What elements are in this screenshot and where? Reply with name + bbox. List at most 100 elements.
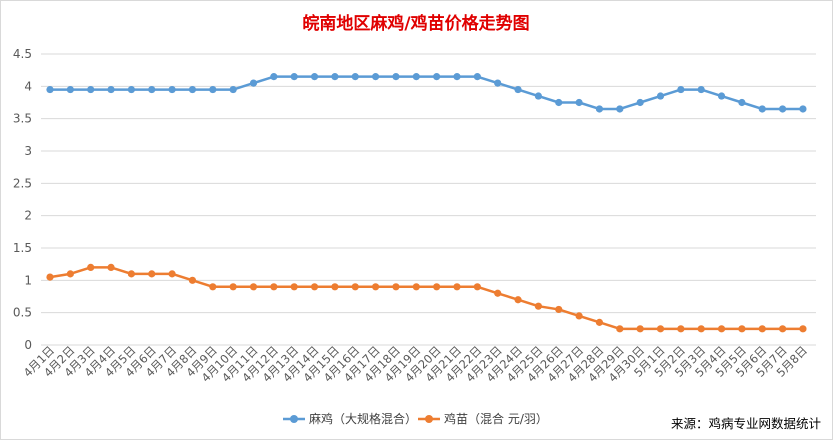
data-point [188,85,197,94]
legend: 麻鸡（大规格混合） 鸡苗（混合 元/羽） [283,411,548,426]
data-point [758,325,766,333]
data-point [209,283,217,291]
data-point [738,98,746,107]
data-point [209,85,217,94]
data-point [656,325,665,333]
data-point [107,85,115,94]
y-tick-label: 0 [24,338,32,352]
data-point [46,273,54,281]
data-point [677,85,685,94]
y-tick-label: 1 [24,273,32,287]
data-point [799,105,807,113]
data-point [127,270,135,278]
data-point [433,73,441,81]
source-note: 来源：鸡病专业网数据统计 [671,416,821,431]
y-axis-ticks: 0 0.5 1 1.5 2 2.5 3 3.5 4 4.5 [13,47,32,352]
data-point [636,325,644,333]
data-point [717,92,726,100]
data-point [372,283,380,291]
y-tick-label: 2 [24,209,32,223]
data-point [575,312,583,320]
data-point [636,98,644,107]
data-point [270,283,278,291]
data-point [616,325,624,333]
data-point [107,263,115,271]
y-tick-label: 4.5 [13,47,32,61]
data-point [87,85,95,94]
grid-lines [41,53,816,346]
data-point [779,105,787,113]
data-point [473,73,481,81]
data-point [555,305,563,314]
data-point [656,92,665,100]
data-point [616,105,624,113]
y-tick-label: 3 [24,144,32,158]
data-point [351,283,359,291]
data-point [595,318,604,326]
data-point [270,73,278,81]
data-point [372,73,380,81]
data-point [494,79,502,87]
data-point [412,283,420,291]
data-point [595,105,604,113]
data-point [514,296,522,304]
data-point [575,98,583,107]
data-point [677,325,685,333]
data-point [229,85,237,94]
data-point [555,98,563,107]
y-tick-label: 2.5 [13,176,32,190]
data-point [433,283,441,291]
data-point [168,85,176,94]
data-point [779,325,787,333]
data-point [453,283,461,291]
data-point [351,73,359,81]
data-point [534,92,543,100]
data-point [229,283,237,291]
data-point [717,325,726,333]
data-point [87,263,95,271]
data-point [412,73,420,81]
data-point [392,73,400,81]
legend-marker-chick [425,415,433,423]
data-point [290,283,298,291]
data-point [148,85,156,94]
legend-label-chick: 鸡苗（混合 元/羽） [444,411,548,426]
data-point [66,85,74,94]
data-point [249,79,258,87]
series-lines [46,73,807,333]
series-line-0 [50,75,803,111]
data-point [738,325,746,333]
data-point [290,73,298,81]
data-point [697,325,705,333]
data-point [46,85,54,94]
data-point [758,105,766,113]
x-axis-ticks: 4月1日4月2日4月3日4月4日4月5日4月6日4月7日4月8日4月9日4月10… [21,343,810,385]
data-point [514,85,522,94]
data-point [310,73,319,81]
legend-label-mahji: 麻鸡（大规格混合） [309,411,417,426]
y-tick-label: 1.5 [13,241,32,255]
y-tick-label: 0.5 [13,306,32,320]
chart-title: 皖南地区麻鸡/鸡苗价格走势图 [302,13,529,34]
data-point [534,302,543,310]
data-point [127,85,135,94]
data-point [453,73,461,81]
y-tick-label: 4 [24,79,32,93]
series-line-1 [49,266,803,331]
data-point [249,283,258,291]
y-tick-label: 3.5 [13,112,32,126]
data-point [331,73,339,81]
data-point [66,270,74,278]
data-point [310,283,319,291]
data-point [799,325,807,333]
data-point [392,283,400,291]
data-point [331,283,339,291]
data-point [697,85,705,94]
data-point [188,276,197,284]
data-point [168,270,176,278]
data-point [494,289,502,297]
data-point [473,283,481,291]
data-point [148,270,156,278]
